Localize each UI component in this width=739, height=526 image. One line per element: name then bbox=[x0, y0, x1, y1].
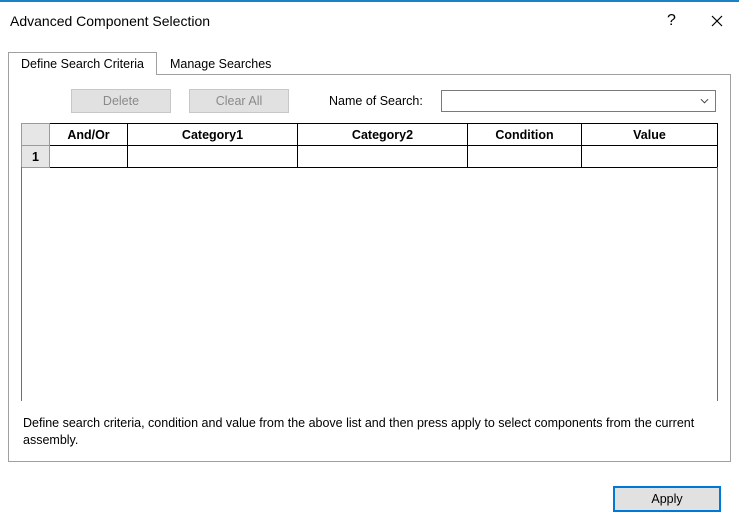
col-value[interactable]: Value bbox=[582, 124, 718, 146]
tab-define-search-criteria[interactable]: Define Search Criteria bbox=[8, 52, 157, 75]
col-category1[interactable]: Category1 bbox=[128, 124, 298, 146]
toolbar: Delete Clear All Name of Search: bbox=[71, 89, 718, 113]
delete-button[interactable]: Delete bbox=[71, 89, 171, 113]
cell-value[interactable] bbox=[582, 146, 718, 168]
button-label: Apply bbox=[651, 492, 682, 506]
button-label: Clear All bbox=[216, 94, 263, 108]
title-bar: Advanced Component Selection ? bbox=[0, 2, 739, 40]
criteria-grid: And/Or Category1 Category2 Condition Val… bbox=[21, 123, 718, 401]
col-and-or[interactable]: And/Or bbox=[50, 124, 128, 146]
hint-text: Define search criteria, condition and va… bbox=[21, 415, 718, 449]
button-label: Delete bbox=[103, 94, 139, 108]
name-of-search-dropdown[interactable] bbox=[441, 90, 716, 112]
tab-label: Manage Searches bbox=[170, 57, 271, 71]
grid-row[interactable]: 1 bbox=[22, 146, 718, 168]
cell-category1[interactable] bbox=[128, 146, 298, 168]
grid-header-row: And/Or Category1 Category2 Condition Val… bbox=[22, 124, 718, 146]
row-number[interactable]: 1 bbox=[22, 146, 50, 168]
cell-and-or[interactable] bbox=[50, 146, 128, 168]
dialog-footer: Apply bbox=[613, 486, 721, 512]
grid-empty-area bbox=[21, 167, 718, 401]
help-button[interactable]: ? bbox=[649, 2, 694, 40]
tab-manage-searches[interactable]: Manage Searches bbox=[157, 52, 284, 75]
chevron-down-icon bbox=[700, 98, 709, 104]
cell-category2[interactable] bbox=[298, 146, 468, 168]
close-icon bbox=[711, 15, 723, 27]
tab-label: Define Search Criteria bbox=[21, 57, 144, 71]
cell-condition[interactable] bbox=[468, 146, 582, 168]
window-title: Advanced Component Selection bbox=[10, 13, 210, 29]
grid-corner bbox=[22, 124, 50, 146]
clear-all-button[interactable]: Clear All bbox=[189, 89, 289, 113]
close-button[interactable] bbox=[694, 2, 739, 40]
col-category2[interactable]: Category2 bbox=[298, 124, 468, 146]
name-of-search-label: Name of Search: bbox=[329, 94, 423, 108]
tab-strip: Define Search Criteria Manage Searches bbox=[8, 48, 731, 74]
col-condition[interactable]: Condition bbox=[468, 124, 582, 146]
apply-button[interactable]: Apply bbox=[613, 486, 721, 512]
tab-panel: Delete Clear All Name of Search: bbox=[8, 74, 731, 462]
